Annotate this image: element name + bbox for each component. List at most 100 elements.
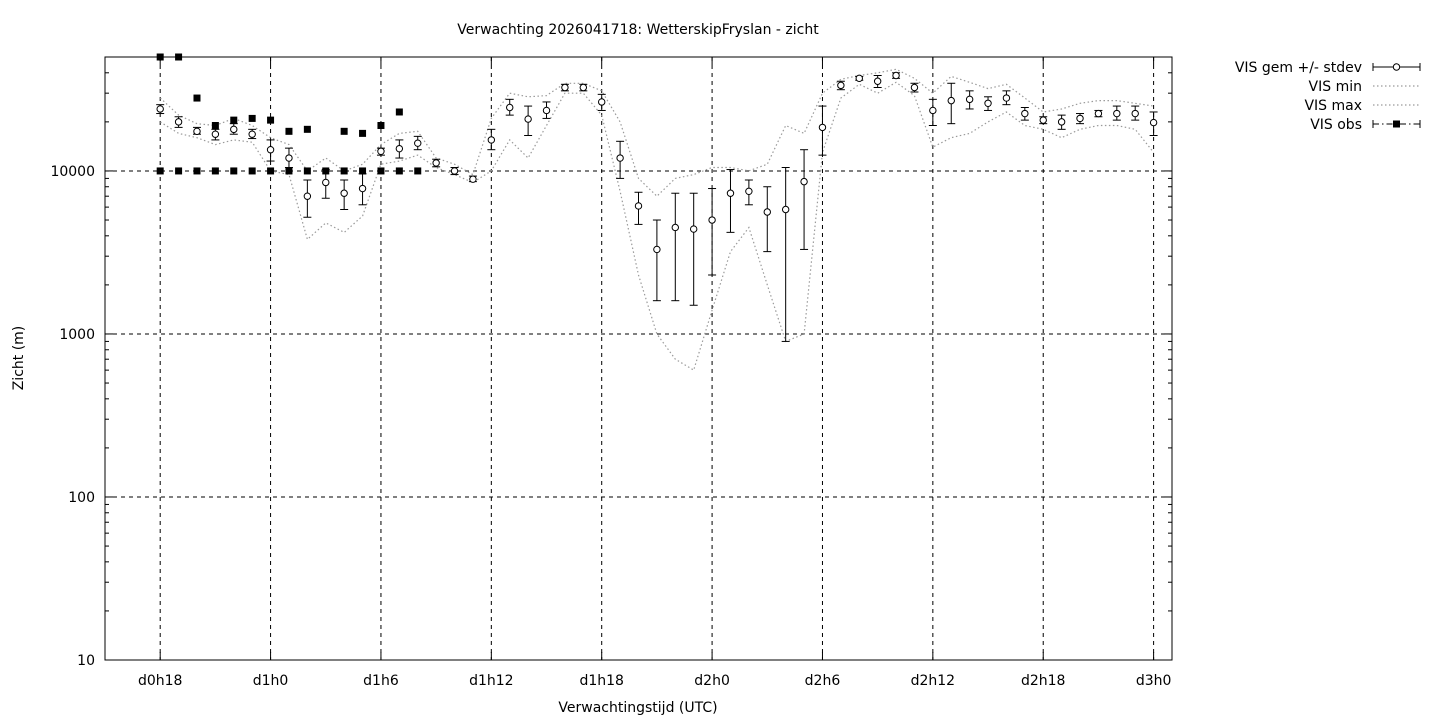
mean-point — [818, 123, 827, 132]
legend-obs-marker — [1393, 120, 1400, 128]
y-tick-label: 10000 — [50, 164, 95, 180]
mean-point — [763, 208, 771, 216]
x-tick-label: d0h18 — [138, 673, 182, 689]
mean-point — [634, 202, 643, 210]
obs-point — [193, 94, 201, 102]
x-tick-label: d2h18 — [1021, 673, 1065, 689]
y-axis-label: Zicht (m) — [11, 326, 27, 391]
mean-point — [340, 189, 348, 197]
obs-point — [211, 122, 219, 130]
chart-title: Verwachting 2026041718: WetterskipFrysla… — [457, 22, 819, 38]
vis-max-line — [159, 68, 1154, 198]
legend-label: VIS min — [1309, 79, 1362, 95]
x-tick-label: d1h6 — [363, 673, 399, 689]
mean-point — [965, 95, 974, 104]
mean-point — [193, 127, 201, 136]
mean-point — [1057, 118, 1066, 126]
mean-point — [542, 106, 551, 115]
x-tick-label: d1h18 — [579, 673, 623, 689]
mean-point — [1149, 118, 1158, 127]
obs-point — [303, 167, 311, 175]
obs-point — [230, 116, 238, 124]
mean-point — [671, 223, 679, 232]
y-tick-label: 10 — [77, 653, 95, 669]
obs-point — [322, 167, 330, 175]
mean-point — [947, 96, 955, 105]
mean-point — [450, 167, 459, 175]
mean-point — [800, 177, 808, 186]
obs-point — [359, 167, 367, 175]
obs-point — [248, 167, 256, 175]
obs-point — [303, 125, 311, 133]
legend-mean-marker — [1392, 63, 1401, 71]
obs-point — [156, 167, 164, 175]
data-series — [156, 53, 1158, 372]
x-tick-label: d3h0 — [1136, 673, 1172, 689]
mean-point — [174, 118, 183, 126]
mean-point — [1094, 109, 1103, 118]
mean-point — [487, 136, 496, 144]
mean-point — [1131, 109, 1139, 118]
obs-point — [267, 167, 275, 175]
mean-point — [266, 145, 275, 154]
mean-point — [689, 225, 698, 233]
mean-point — [1002, 94, 1011, 102]
obs-point — [193, 167, 201, 175]
y-tick-label: 100 — [68, 490, 95, 506]
mean-point — [726, 189, 735, 197]
obs-point — [267, 116, 275, 124]
legend-label: VIS gem +/- stdev — [1235, 60, 1362, 76]
mean-point — [230, 125, 238, 134]
mean-point — [524, 115, 532, 123]
mean-point — [929, 106, 937, 115]
obs-point — [285, 167, 293, 175]
obs-point — [340, 127, 348, 135]
plot-frame — [104, 56, 1173, 661]
mean-point — [285, 154, 293, 162]
mean-point — [1021, 109, 1029, 118]
obs-point — [414, 167, 422, 175]
mean-point — [579, 83, 588, 92]
y-tick-label: 1000 — [59, 327, 95, 343]
x-tick-label: d1h12 — [469, 673, 513, 689]
mean-point — [248, 130, 256, 138]
mean-point — [506, 103, 514, 112]
mean-point — [781, 205, 790, 214]
mean-point — [837, 81, 845, 90]
mean-point — [855, 74, 863, 83]
x-tick-label: d2h0 — [694, 673, 730, 689]
mean-point — [469, 175, 477, 183]
mean-point — [1113, 109, 1121, 118]
x-tick-label: d2h12 — [911, 673, 955, 689]
mean-point — [745, 187, 753, 196]
grid-lines — [105, 57, 1172, 660]
legend-label: VIS obs — [1310, 117, 1362, 133]
obs-point — [377, 122, 385, 130]
obs-point — [156, 53, 164, 61]
obs-point — [175, 53, 183, 61]
mean-point — [892, 71, 900, 80]
mean-point — [910, 83, 919, 92]
obs-point — [395, 167, 403, 175]
obs-point — [359, 129, 367, 137]
mean-point — [561, 83, 569, 92]
axis-ticks: d0h18 d1h0 d1h6 d1h12 d1h18 d2h0 d2h6 d2h12 d2h1… — [50, 56, 1172, 689]
mean-point — [873, 77, 882, 85]
legend: VIS gem +/- stdev VIS min VIS max VIS obs — [1235, 60, 1421, 133]
x-axis-label: Verwachtingstijd (UTC) — [558, 700, 717, 716]
obs-point — [395, 108, 403, 116]
obs-point — [285, 127, 293, 135]
mean-point — [303, 192, 312, 200]
mean-point — [156, 105, 164, 113]
mean-point — [395, 144, 404, 153]
obs-point — [211, 167, 219, 175]
obs-point — [377, 167, 385, 175]
mean-point — [432, 159, 440, 167]
obs-point — [248, 114, 256, 122]
obs-point — [175, 167, 183, 175]
mean-point — [377, 147, 385, 155]
mean-point — [1076, 114, 1084, 123]
x-tick-label: d1h0 — [253, 673, 289, 689]
mean-point — [616, 154, 624, 162]
